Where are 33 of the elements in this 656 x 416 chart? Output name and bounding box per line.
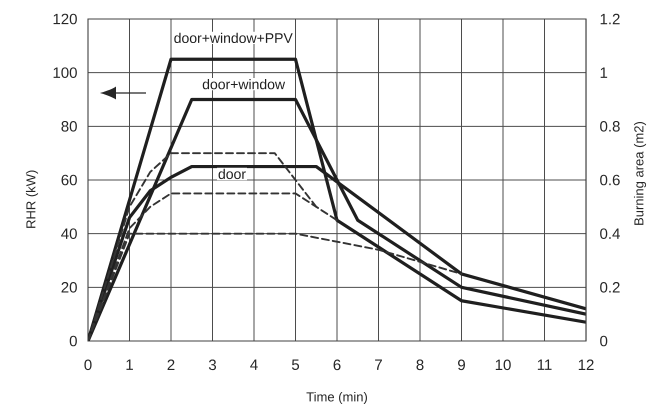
x-tick-label: 5 [292,360,300,370]
y-tick-label: 80 [61,121,77,132]
y2-tick-label: 1 [600,68,608,78]
y2-tick-label: 0.2 [600,282,620,293]
x-tick-label: 2 [168,360,174,370]
y-tick-label: 100 [54,67,77,78]
y-axis-title: RHR (kW) [26,170,38,228]
x-tick-label: 3 [208,360,216,370]
x-tick-label: 8 [416,360,424,370]
x-tick-label: 7 [375,360,382,370]
x-tick-label: 0 [84,360,92,370]
x-axis-title: Time (min) [306,392,367,404]
y-tick-label: 120 [54,14,77,24]
series-label: door+window+PPV [174,32,293,44]
x-tick-label: 11 [538,360,552,370]
y2-tick-label: 0 [600,336,608,346]
y-tick-label: 0 [70,336,77,346]
series-label: door [218,168,246,180]
x-tick-label: 9 [458,360,465,370]
x-tick-label: 4 [250,360,258,370]
y2-tick-label: 0.6 [600,174,620,186]
x-tick-label: 1 [126,360,133,370]
y2-tick-label: 0.8 [600,121,620,132]
y-tick-label: 60 [62,174,77,186]
y2-tick-label: 0.4 [600,228,620,239]
y-tick-label: 20 [62,282,77,293]
y2-tick-label: 1.2 [600,14,620,24]
x-tick-label: 10 [496,360,511,370]
y-tick-label: 40 [61,228,77,239]
y2-axis-title: Burning area (m2) [634,122,646,225]
x-tick-label: 6 [334,360,341,370]
series-label: door+window [202,79,286,90]
x-tick-label: 12 [578,360,594,370]
